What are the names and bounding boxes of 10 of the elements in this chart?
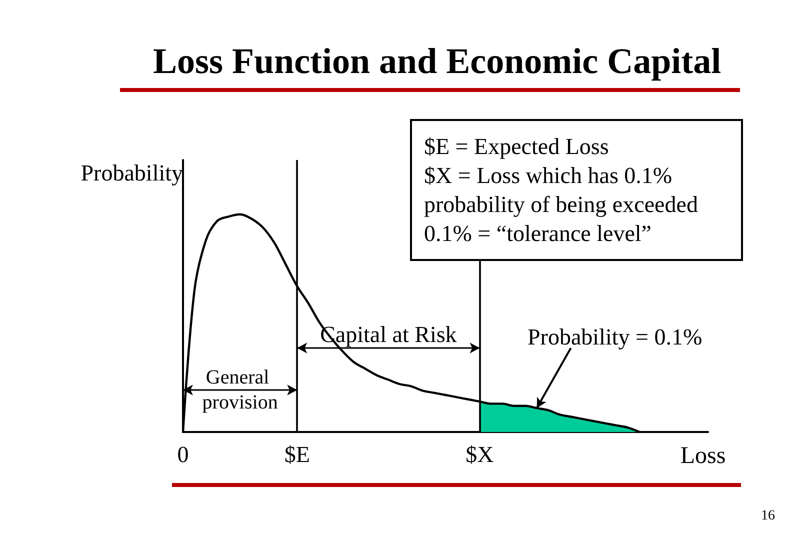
- annotation: Probability = 0.1%: [528, 324, 702, 350]
- y-axis-title: Probability: [80, 160, 184, 186]
- x-tick-label: 0: [177, 442, 189, 467]
- text: 16: [761, 508, 775, 524]
- x-tick-label: $X: [466, 442, 494, 467]
- annotation: General provision: [202, 366, 278, 414]
- chart-title: Loss Function and Economic Capital: [153, 41, 722, 81]
- x-axis-title: Loss: [680, 443, 726, 469]
- x-tick-label: $E: [284, 442, 310, 467]
- annotation: $E = Expected Loss $X = Loss which has 0.1% probability of being exceeded 0.1% = “tolerance level”: [424, 134, 698, 246]
